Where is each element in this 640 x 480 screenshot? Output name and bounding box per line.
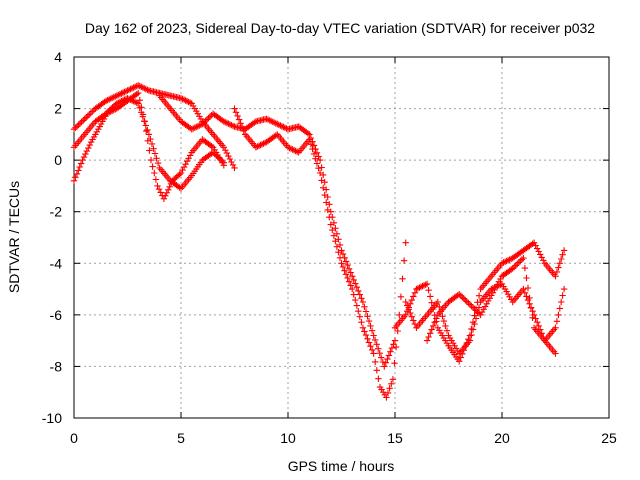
x-axis-label: GPS time / hours	[288, 458, 395, 474]
y-tick-label: 2	[54, 101, 62, 117]
data-marker-path	[156, 92, 399, 370]
x-tick-label: 15	[387, 430, 403, 446]
data-marker-path	[231, 105, 409, 401]
x-tick-label: 25	[601, 430, 617, 446]
series-track-b	[70, 89, 227, 202]
data-marker-path	[70, 82, 238, 172]
x-tick-label: 0	[70, 430, 78, 446]
series-track-e	[231, 105, 409, 401]
y-tick-label: -8	[50, 358, 63, 374]
series-track-g	[402, 280, 568, 357]
x-tick-label: 5	[177, 430, 185, 446]
y-tick-label: 4	[54, 49, 62, 65]
x-tick-label: 10	[280, 430, 296, 446]
data-marker-path	[423, 254, 559, 357]
series-track-d	[156, 92, 399, 370]
y-tick-label: -2	[50, 204, 63, 220]
plot-frame	[73, 56, 610, 419]
data-points	[70, 82, 568, 401]
axis-ticks	[73, 56, 610, 419]
x-tick-label: 20	[494, 430, 510, 446]
y-axis-label: SDTVAR / TECUs	[6, 181, 22, 293]
chart-title: Day 162 of 2023, Sidereal Day-to-day VTE…	[85, 20, 595, 36]
y-tick-label: 0	[54, 152, 62, 168]
data-marker-path	[70, 95, 227, 192]
grid-lines	[74, 57, 609, 418]
x-tick-labels: 0 5 10 15 20 25	[70, 430, 617, 446]
series-track-a	[70, 82, 238, 172]
series-track-h	[423, 254, 559, 357]
data-marker-path	[402, 280, 568, 357]
y-tick-label: -4	[50, 255, 63, 271]
series-track-c	[70, 95, 227, 192]
y-tick-label: -6	[50, 307, 63, 323]
y-tick-labels: 4 2 0 -2 -4 -6 -8 -10	[42, 49, 62, 426]
y-tick-label: -10	[42, 410, 62, 426]
data-marker-path	[70, 89, 227, 202]
